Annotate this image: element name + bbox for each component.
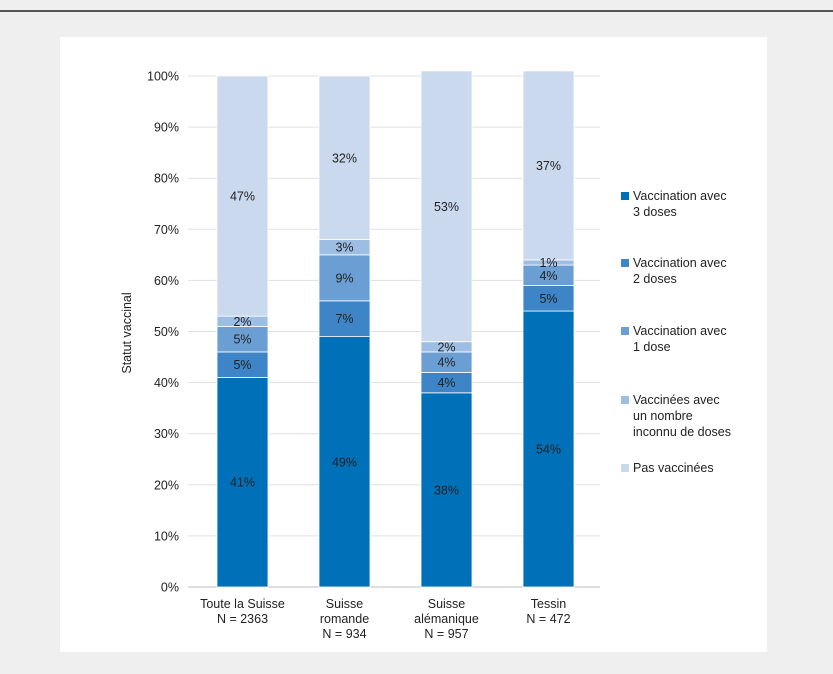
y-tick-label: 40% — [154, 376, 179, 390]
data-label: 5% — [233, 358, 251, 372]
bar-segment — [420, 70, 473, 343]
top-rule — [0, 10, 833, 12]
data-label: 53% — [434, 200, 459, 214]
legend-item-1-dose: Vaccination avec 1 dose — [621, 323, 727, 355]
bar-segment — [318, 336, 371, 588]
legend-label-line1: Vaccination avec — [633, 324, 727, 338]
x-tick-label: Toute la Suisse — [200, 597, 285, 611]
legend-swatch-icon — [621, 327, 629, 335]
data-label: 5% — [233, 333, 251, 347]
y-tick-label: 10% — [154, 529, 179, 543]
data-label: 37% — [536, 159, 561, 173]
y-tick-label: 20% — [154, 478, 179, 492]
y-tick-label: 80% — [154, 172, 179, 186]
data-label: 47% — [230, 190, 255, 204]
legend-swatch-icon — [621, 464, 629, 472]
legend-item-not-vaccinated: Pas vaccinées — [621, 460, 714, 476]
y-axis-title: Statut vaccinal — [120, 292, 134, 373]
x-tick-label: N = 934 — [322, 627, 366, 641]
legend-label-line1: Vaccinées avec — [633, 393, 720, 407]
x-tick-label: alémanique — [414, 612, 479, 626]
data-label: 32% — [332, 151, 357, 165]
data-label: 41% — [230, 476, 255, 490]
y-tick-label: 30% — [154, 427, 179, 441]
data-label: 54% — [536, 443, 561, 457]
y-tick-label: 50% — [154, 325, 179, 339]
legend-label-line2: 3 doses — [633, 205, 677, 219]
x-tick-label: N = 2363 — [217, 612, 268, 626]
data-label: 4% — [437, 356, 455, 370]
legend-item-2-doses: Vaccination avec 2 doses — [621, 255, 727, 287]
y-tick-label: 60% — [154, 274, 179, 288]
legend-swatch-icon — [621, 259, 629, 267]
legend-label-line1: Pas vaccinées — [633, 461, 714, 475]
x-tick-label: Tessin — [531, 597, 566, 611]
data-label: 4% — [437, 376, 455, 390]
x-tick-label: romande — [320, 612, 369, 626]
data-label: 7% — [335, 312, 353, 326]
data-label: 3% — [335, 241, 353, 255]
bar-segment — [318, 300, 371, 338]
legend-swatch-icon — [621, 192, 629, 200]
y-tick-label: 0% — [161, 581, 179, 595]
legend-swatch-icon — [621, 396, 629, 404]
data-label: 5% — [539, 292, 557, 306]
data-label: 49% — [332, 455, 357, 469]
bar-segment — [318, 75, 371, 240]
legend-label-line2: un nombre — [633, 409, 693, 423]
bar-segment — [522, 310, 575, 588]
legend-label-line2: 2 doses — [633, 272, 677, 286]
y-tick-label: 100% — [147, 70, 179, 84]
legend-item-3-doses: Vaccination avec 3 doses — [621, 188, 727, 220]
data-label: 38% — [434, 483, 459, 497]
legend-label-line3: inconnu de doses — [633, 425, 731, 439]
data-label: 4% — [539, 269, 557, 283]
x-tick-label: Suisse — [428, 597, 466, 611]
x-tick-label: N = 957 — [424, 627, 468, 641]
bar-segment — [420, 392, 473, 588]
data-labels: 41% 5% 5% 2% 47% 49% 7% 9% 3% 32% 38% 4% 4% 2% 53% 54% 5… — [230, 151, 561, 497]
y-axis-ticks: 0% 10% 20% 30% 40% 50% 60% 70% 80% 90% 100% — [147, 70, 179, 595]
legend-label-line1: Vaccination avec — [633, 256, 727, 270]
bar-segment — [522, 70, 575, 261]
bar-segment — [522, 285, 575, 312]
data-label: 1% — [539, 256, 557, 270]
data-label: 9% — [335, 271, 353, 285]
data-label: 2% — [437, 340, 455, 354]
chart-card — [60, 37, 767, 652]
y-tick-label: 70% — [154, 223, 179, 237]
data-label: 2% — [233, 315, 251, 329]
bar-segment — [216, 75, 269, 317]
x-tick-label: Suisse — [326, 597, 364, 611]
y-tick-label: 90% — [154, 121, 179, 135]
x-tick-label: N = 472 — [526, 612, 570, 626]
legend-label-line2: 1 dose — [633, 340, 671, 354]
bars — [216, 70, 575, 588]
legend-label-line1: Vaccination avec — [633, 189, 727, 203]
legend-item-unknown-doses: Vaccinées avec un nombre inconnu de dose… — [621, 392, 731, 440]
